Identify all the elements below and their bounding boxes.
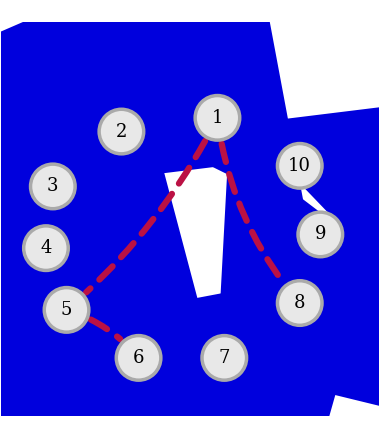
FancyArrowPatch shape <box>215 145 380 424</box>
Circle shape <box>24 226 68 270</box>
Text: 7: 7 <box>218 349 230 367</box>
FancyArrowPatch shape <box>91 320 120 339</box>
FancyArrowPatch shape <box>0 156 104 426</box>
Circle shape <box>44 288 89 332</box>
FancyArrowPatch shape <box>0 283 195 438</box>
Circle shape <box>277 281 322 325</box>
FancyArrowPatch shape <box>0 0 271 192</box>
FancyArrowPatch shape <box>247 91 380 327</box>
Text: 9: 9 <box>315 226 326 244</box>
FancyArrowPatch shape <box>0 119 197 345</box>
Text: 2: 2 <box>116 123 127 141</box>
Text: 5: 5 <box>61 301 72 319</box>
FancyArrowPatch shape <box>168 175 380 419</box>
Circle shape <box>99 109 144 154</box>
Text: 3: 3 <box>47 177 59 195</box>
FancyArrowPatch shape <box>0 64 205 335</box>
FancyArrowPatch shape <box>222 144 283 283</box>
Text: 8: 8 <box>294 294 306 312</box>
Text: 6: 6 <box>133 349 144 367</box>
Circle shape <box>202 336 247 380</box>
FancyArrowPatch shape <box>95 267 370 438</box>
FancyArrowPatch shape <box>0 5 66 284</box>
Circle shape <box>116 336 161 380</box>
FancyArrowPatch shape <box>228 145 380 425</box>
Circle shape <box>298 212 343 257</box>
Circle shape <box>30 164 75 209</box>
Circle shape <box>277 144 322 188</box>
FancyArrowPatch shape <box>0 93 190 330</box>
FancyArrowPatch shape <box>52 0 303 210</box>
Text: 4: 4 <box>40 239 52 257</box>
Text: 10: 10 <box>288 157 311 175</box>
FancyArrowPatch shape <box>32 214 267 438</box>
FancyArrowPatch shape <box>86 141 205 293</box>
Text: 1: 1 <box>212 109 223 127</box>
FancyArrowPatch shape <box>99 263 329 438</box>
Circle shape <box>195 95 240 140</box>
